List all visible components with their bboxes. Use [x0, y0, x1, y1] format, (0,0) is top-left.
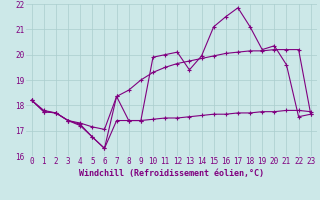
X-axis label: Windchill (Refroidissement éolien,°C): Windchill (Refroidissement éolien,°C) [79, 169, 264, 178]
